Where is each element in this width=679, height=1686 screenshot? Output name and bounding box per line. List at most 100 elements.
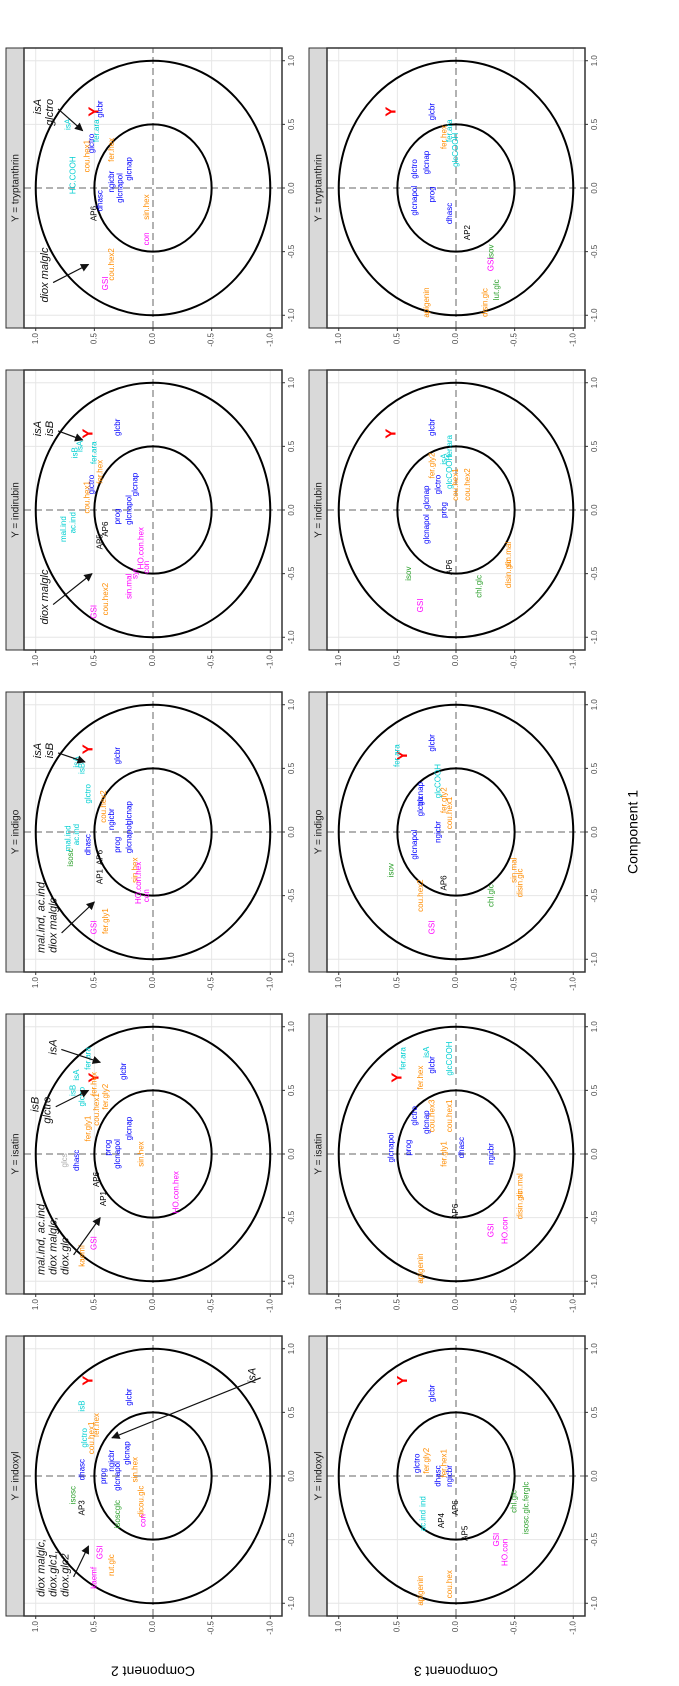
y-tick-label: 0.5 <box>392 332 401 344</box>
point-label: glcs <box>60 1153 69 1167</box>
point-label: fer.gly1 <box>439 1141 448 1167</box>
point-label: sin.mal <box>125 573 134 599</box>
annotation: isBglctro <box>30 1097 54 1124</box>
point-label: glcnapol <box>410 186 419 216</box>
point-label: glcCOOH <box>445 454 454 488</box>
x-axis-title: Component 1 <box>625 790 641 874</box>
point-label: sin.mal <box>504 542 513 568</box>
point-label: Y <box>388 1073 405 1083</box>
panel-border <box>326 1013 586 1295</box>
point-label: chl.glc <box>486 884 495 907</box>
annotation-line: diox malglc, <box>35 1539 47 1597</box>
annotation-line: isA <box>47 1039 59 1054</box>
panel-border <box>326 1335 586 1617</box>
point-label: ngicbr <box>486 1143 495 1165</box>
x-tick-label: -1.0 <box>287 1596 296 1610</box>
y-tick-label: 0.0 <box>148 976 157 988</box>
x-tick-label: -1.0 <box>590 630 599 644</box>
point-label: ngicbr <box>434 821 443 843</box>
x-tick-label: 1.0 <box>287 377 296 389</box>
point-label: sin.mal <box>510 857 519 883</box>
y-tick-label: -1.0 <box>265 1620 274 1634</box>
x-tick-label: 0.0 <box>590 182 599 194</box>
y-tick-label: -0.5 <box>510 654 519 668</box>
correlation-circle <box>34 1025 272 1283</box>
y-tick-label: -1.0 <box>568 332 577 346</box>
point-label: Y <box>394 751 411 761</box>
point-label: Y <box>79 429 96 439</box>
annotation-line: isA <box>32 99 44 114</box>
point-label: glcnap <box>122 1441 131 1465</box>
correlation-circle <box>337 703 575 961</box>
correlation-circle <box>93 123 213 253</box>
point-label: con <box>142 561 151 574</box>
point-label: AP6 <box>95 849 104 865</box>
annotation-arrow <box>57 108 84 132</box>
y-tick-label: 0.0 <box>451 1298 460 1310</box>
y-tick-label: -1.0 <box>265 332 274 346</box>
point-label: AP5 <box>460 1525 469 1541</box>
point-label: cou.hex2 <box>416 879 425 912</box>
annotation: diox malglc <box>39 569 51 625</box>
y-tick-label: 1.0 <box>334 1620 343 1632</box>
point-label: GSI <box>101 277 110 291</box>
y-tick-label: 0.5 <box>89 1620 98 1632</box>
y-tick-label: 0.5 <box>392 1620 401 1632</box>
y-tick-label: -1.0 <box>568 654 577 668</box>
annotation-line: glctro <box>42 1097 54 1124</box>
point-label: glcbr <box>113 418 122 436</box>
point-label: glcnapol <box>410 830 419 860</box>
y-tick-label: -0.5 <box>207 654 216 668</box>
point-label: isosc <box>68 1486 77 1504</box>
point-label: isA <box>75 440 84 452</box>
point-label: AP1 <box>99 1190 108 1206</box>
x-tick-label: -1.0 <box>287 1274 296 1288</box>
point-label: GSI <box>89 1236 98 1250</box>
point-label: fer.hex <box>107 138 116 162</box>
point-label: kaemf <box>78 1244 87 1267</box>
point-label: ac.ind <box>418 1510 427 1531</box>
x-tick-label: 1.0 <box>590 55 599 67</box>
annotation: mal.ind, ac.ind,diox malglc <box>35 879 59 953</box>
correlation-circle <box>93 1411 213 1541</box>
y-axis-title: Component 3 <box>414 1663 498 1679</box>
x-tick-label: -1.0 <box>590 308 599 322</box>
panel: Y = indigo -1.0 -0.5 0.0 0.5 1.0 -1.0 -0.5 0.0 0.… <box>308 691 599 991</box>
plot-area <box>327 1014 585 1294</box>
correlation-circle <box>34 1347 272 1605</box>
annotation-line: isA <box>32 743 44 758</box>
correlation-circle <box>34 59 272 317</box>
point-label: glcCOOH <box>434 764 443 798</box>
y-tick-label: -0.5 <box>510 976 519 990</box>
point-label: disin.glc <box>504 559 513 588</box>
panel-title: Y = indirubin <box>11 482 22 538</box>
y-tick-label: 0.0 <box>148 332 157 344</box>
point-label: apigenin <box>422 287 431 317</box>
correlation-circle <box>93 445 213 575</box>
correlation-circle <box>337 381 575 639</box>
point-label: AP6 <box>101 521 110 537</box>
point-label: fer.gly2 <box>422 1447 431 1473</box>
y-tick-label: 0.0 <box>451 1620 460 1632</box>
x-tick-label: 1.0 <box>287 1343 296 1355</box>
panel-border <box>326 369 586 651</box>
point-label: glcbr <box>428 1056 437 1074</box>
annotation-arrow <box>61 1048 102 1064</box>
x-tick-label: -0.5 <box>287 888 296 902</box>
point-label: AP2 <box>463 224 472 240</box>
point-label: AP4 <box>437 1512 446 1528</box>
x-tick-label: 0.5 <box>590 1084 599 1096</box>
point-label: glcnapol <box>125 823 134 853</box>
point-label: ngicbr <box>107 170 116 192</box>
point-label: isoscglc <box>113 1500 122 1528</box>
point-label: cou.hex2 <box>463 468 472 501</box>
point-label: Y <box>394 1376 411 1386</box>
x-tick-label: 0.5 <box>590 762 599 774</box>
point-label: cou.hex1 <box>445 796 454 829</box>
annotation-line: glctro <box>44 99 56 126</box>
point-label: glcnap <box>125 157 134 181</box>
annotation-line: mal.ind, ac.ind, <box>35 879 47 953</box>
point-label: glcbr <box>428 103 437 121</box>
plot-area <box>327 692 585 972</box>
